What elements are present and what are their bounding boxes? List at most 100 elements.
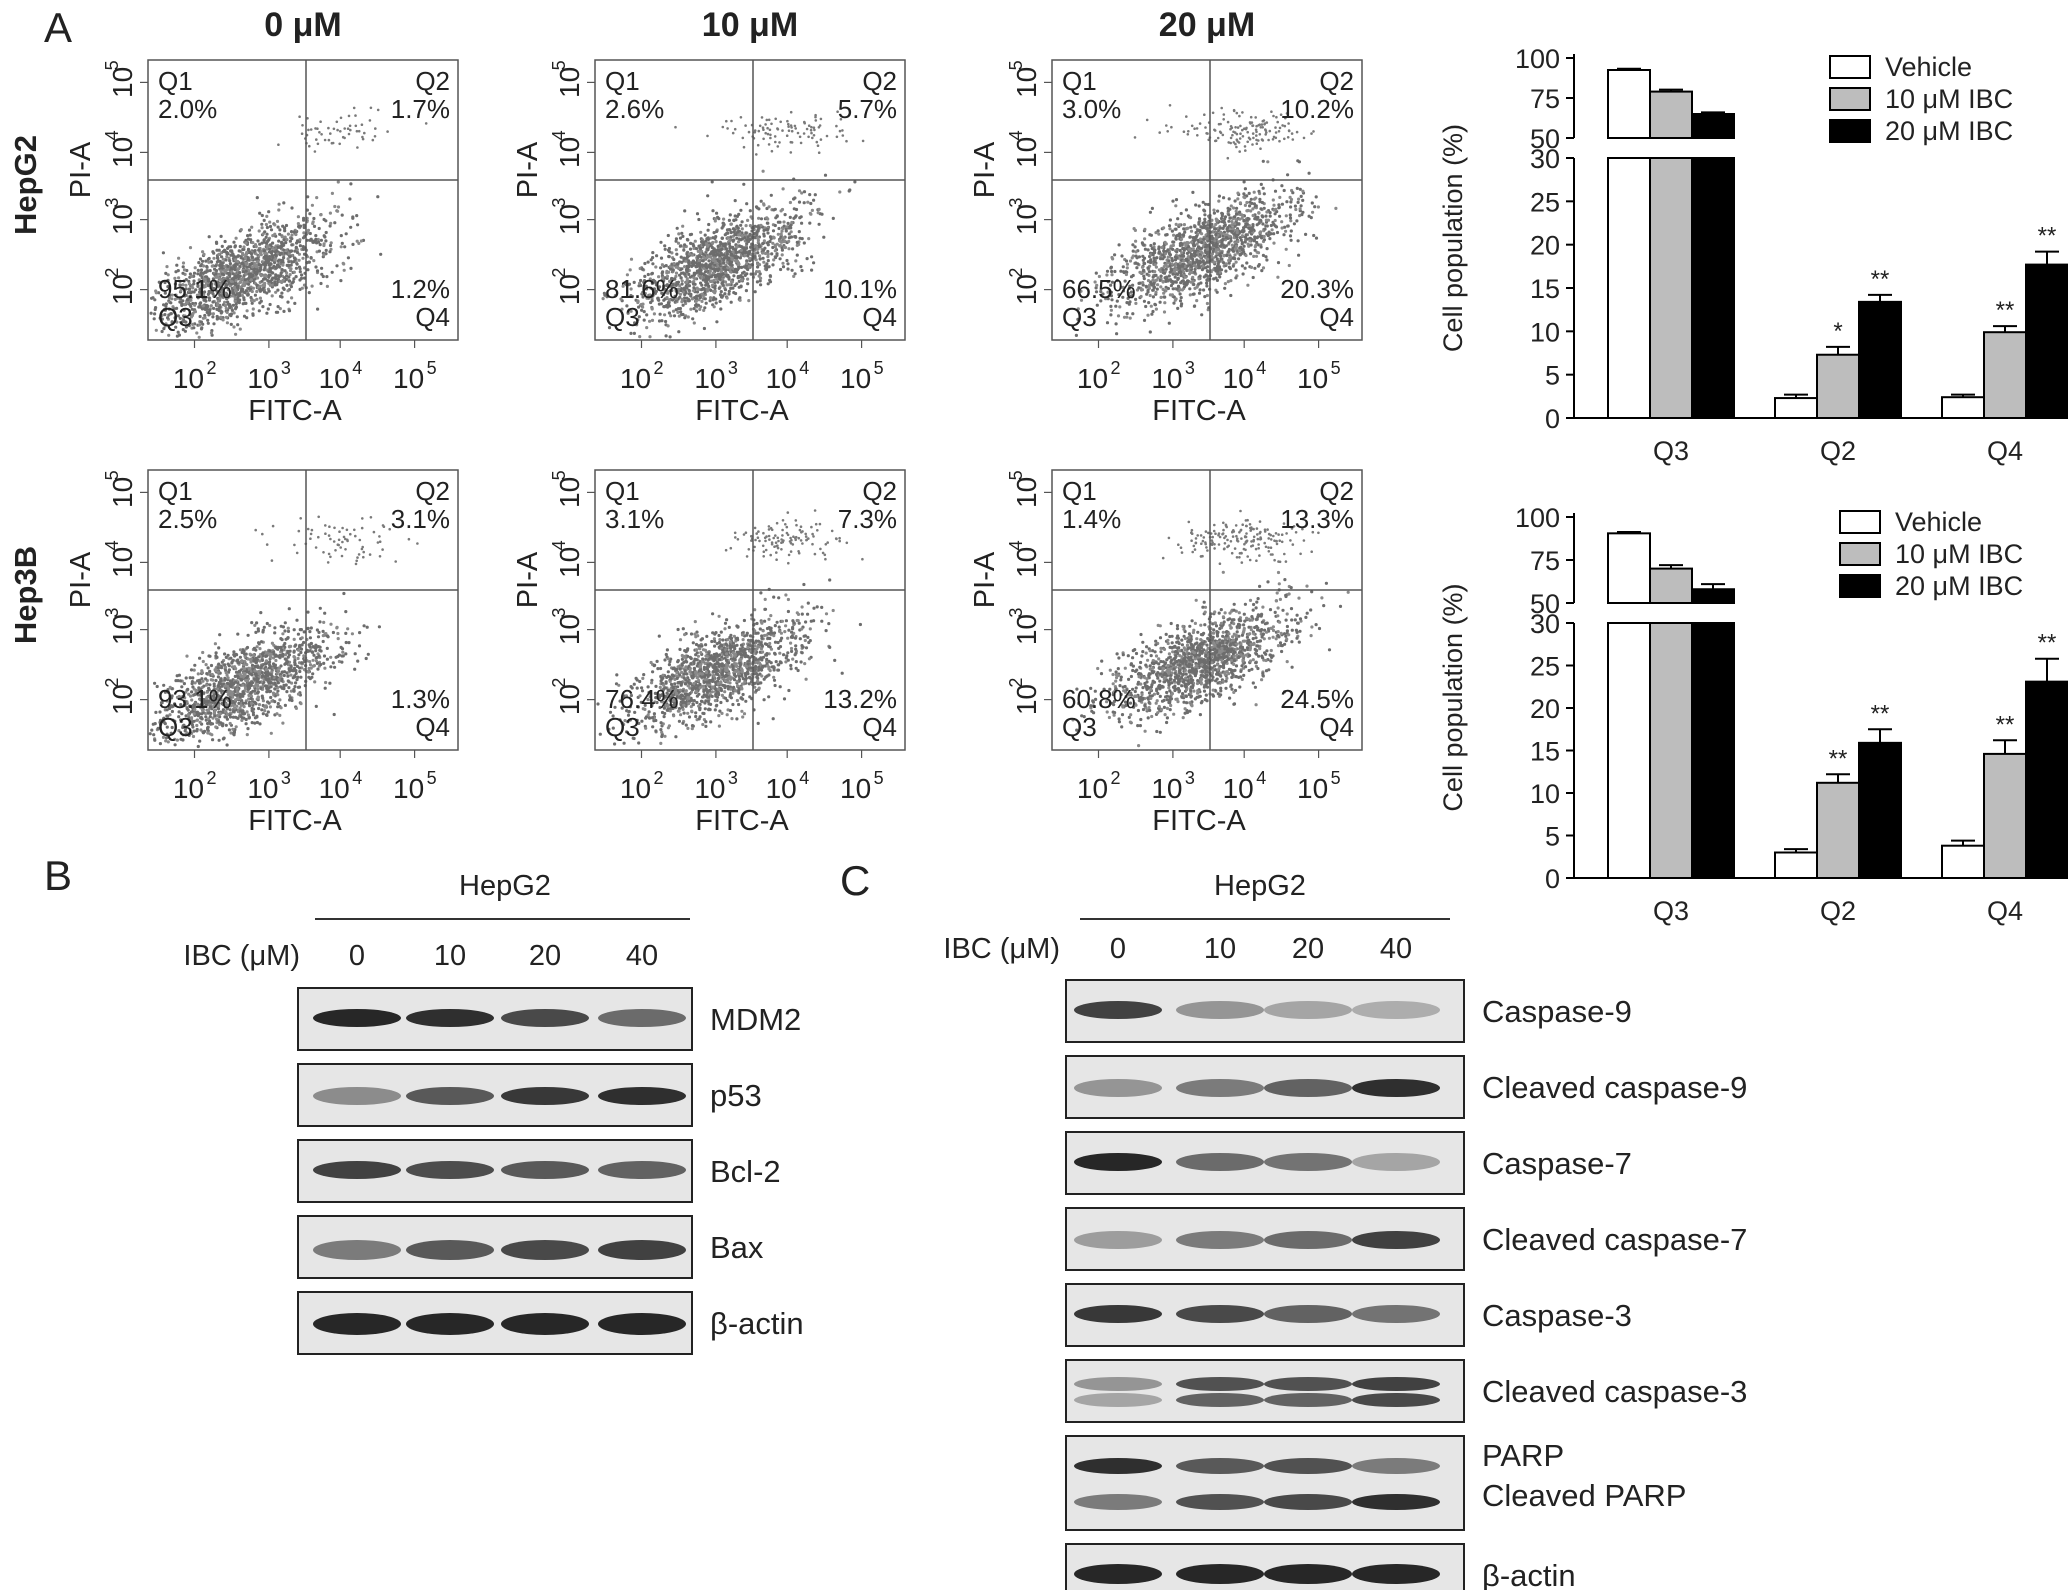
event-dot [789,124,793,127]
event-dot [1218,253,1222,257]
event-dot [258,647,262,651]
event-dot [746,218,750,222]
event-dot [282,238,286,242]
event-dot [1161,279,1165,283]
event-dot [1272,232,1276,236]
event-dot [1258,133,1262,136]
event-dot [1201,259,1205,263]
event-dot [762,234,766,238]
event-dot [1264,129,1268,132]
event-dot [642,318,646,322]
event-dot [674,248,678,252]
event-dot [664,319,668,324]
concentration-label: 10 μM [702,6,798,44]
event-dot [795,243,799,247]
event-dot [782,224,786,228]
event-dot [1220,106,1223,110]
quadrant-percent: 2.0% [158,94,217,124]
event-dot [273,631,277,635]
event-dot [1217,240,1221,244]
quadrant-percent: 3.0% [1062,94,1121,124]
event-dot [1235,212,1239,216]
event-dot [714,301,718,305]
event-dot [652,312,657,316]
event-dot [683,299,687,303]
event-dot [307,260,311,264]
event-dot [1191,190,1195,194]
event-dot [225,255,229,259]
event-dot [228,259,232,263]
event-dot [721,125,725,129]
event-dot [1110,255,1114,260]
event-dot [1205,257,1209,261]
quadrant-name: Q2 [415,66,450,96]
event-dot [755,280,760,284]
event-dot [1211,243,1216,247]
event-dot [254,252,258,256]
event-dot [1216,136,1220,140]
event-dot [794,214,798,218]
event-dot [1193,286,1197,290]
event-dot [245,316,249,320]
event-dot [318,131,321,134]
event-dot [1136,262,1140,266]
event-dot [707,222,711,227]
event-dot [257,309,261,313]
x-tick-label: 10 [1077,363,1108,394]
event-dot [680,297,684,301]
event-dot [1280,226,1284,230]
event-dot [743,265,748,269]
event-dot [1195,258,1199,262]
event-dot [158,742,162,746]
event-dot [198,314,202,319]
event-dot [787,129,791,132]
event-dot [1197,264,1201,268]
event-dot [744,124,747,127]
event-dot [787,122,790,126]
event-dot [1162,249,1166,253]
event-dot [354,124,358,128]
event-dot [214,678,218,683]
event-dot [1259,245,1263,249]
event-dot [1214,222,1218,226]
event-dot [357,129,361,133]
event-dot [697,217,701,222]
event-dot [679,255,683,259]
event-dot [736,229,741,233]
quadrant-percent: 10.1% [823,274,897,304]
event-dot [1193,238,1197,242]
event-dot [1169,268,1174,272]
event-dot [280,241,284,245]
event-dot [1231,227,1235,231]
event-dot [239,228,243,232]
quadrant-name: Q4 [862,302,897,332]
event-dot [1162,271,1167,275]
event-dot [1215,264,1220,268]
event-dot [1278,195,1282,199]
x-tick-label: 10 [247,363,278,394]
x-axis-label: FITC-A [695,395,789,427]
event-dot [1215,257,1219,261]
event-dot [1204,202,1208,206]
event-dot [690,297,695,301]
event-dot [349,128,352,132]
event-dot [277,208,281,212]
quadrant-name: Q3 [605,302,640,332]
event-dot [771,245,775,250]
y-tick-label: 10 [554,67,585,98]
event-dot [740,278,744,282]
event-dot [1240,264,1244,268]
event-dot [698,307,702,311]
event-dot [288,279,292,283]
event-dot [802,241,806,245]
event-dot [1291,138,1295,141]
event-dot [229,731,233,735]
event-dot [232,311,236,315]
event-dot [757,216,761,220]
event-dot [288,268,293,273]
event-dot [1141,281,1145,285]
event-dot [718,277,722,281]
event-dot [1197,217,1202,221]
event-dot [233,268,237,272]
